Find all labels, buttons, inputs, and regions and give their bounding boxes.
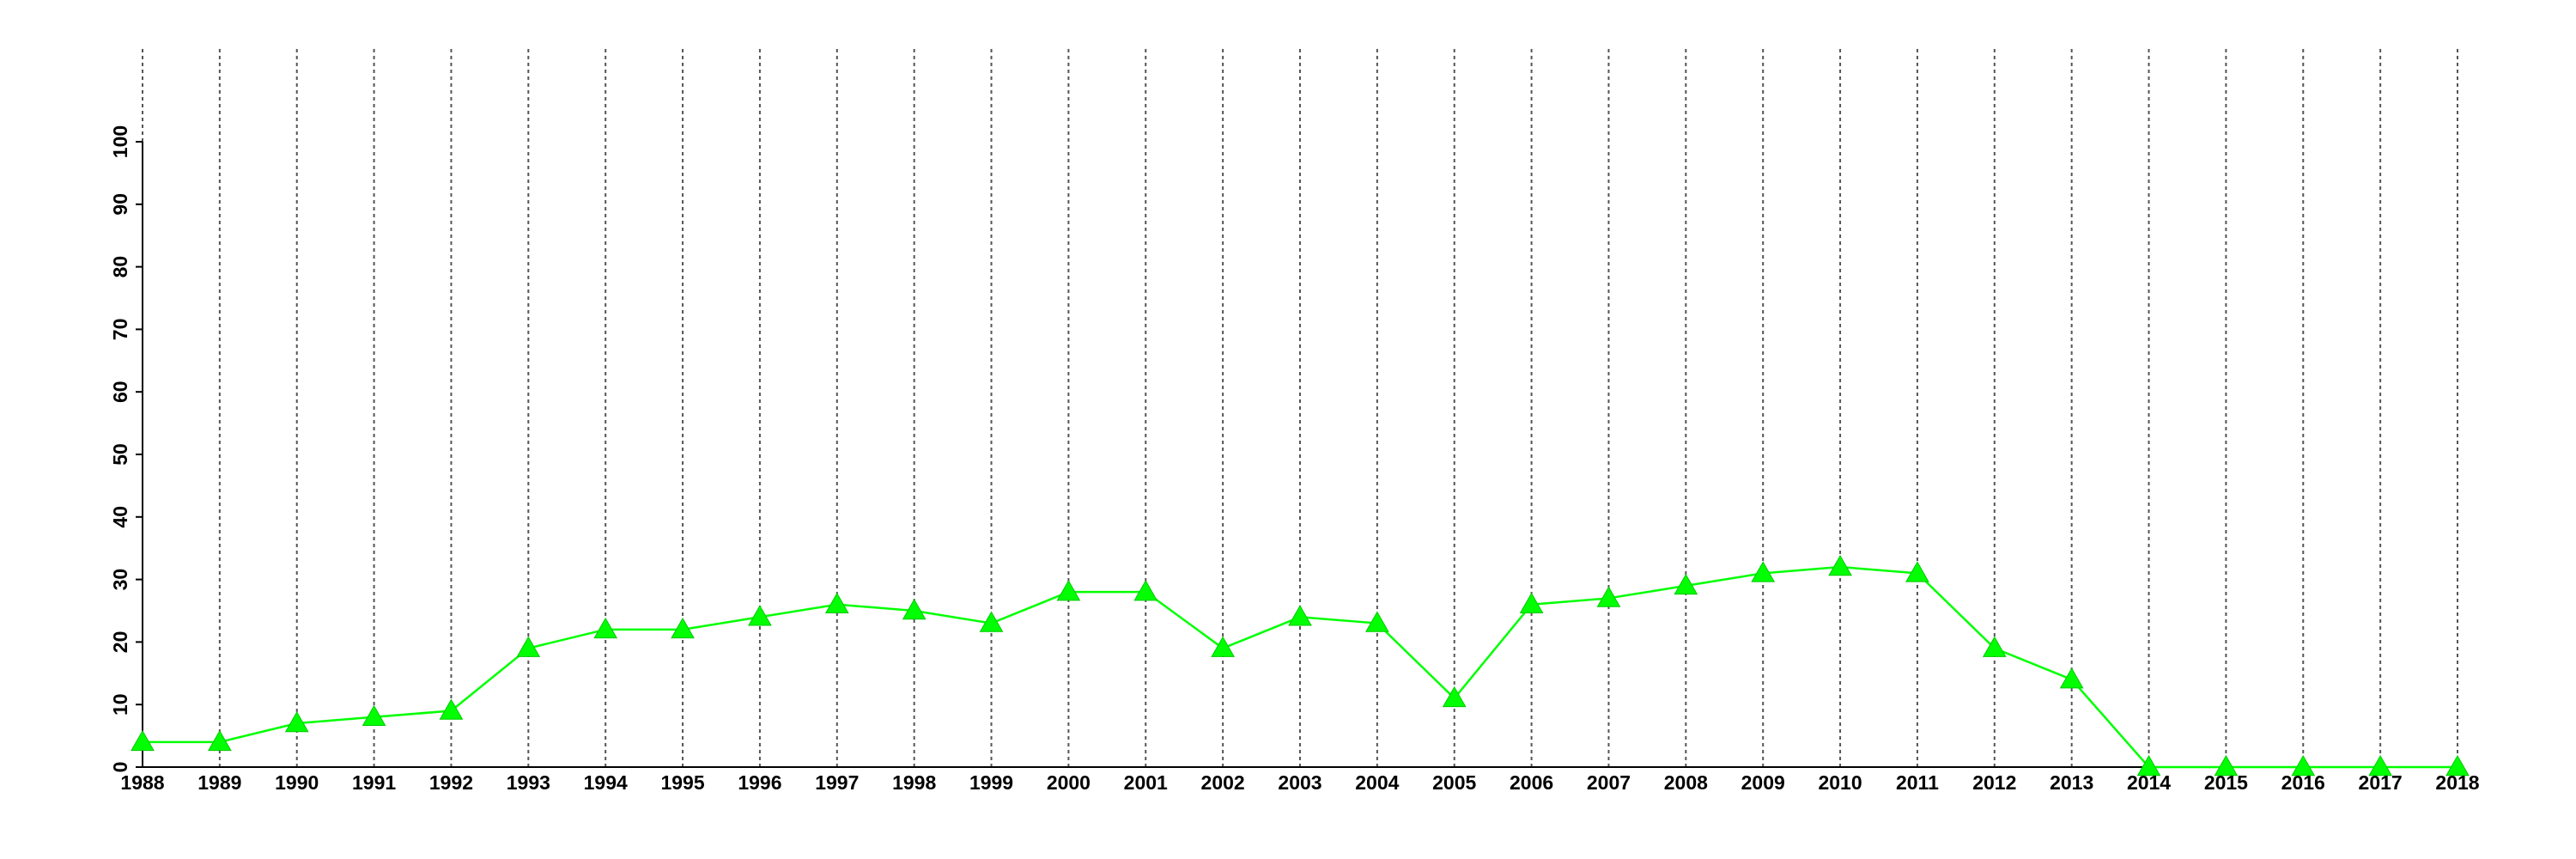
y-tick-label: 30 [109, 569, 131, 591]
x-tick-label: 1990 [275, 771, 319, 794]
y-tick-label: 90 [109, 193, 131, 216]
x-tick-label: 1993 [507, 771, 550, 794]
marker [2214, 754, 2239, 777]
x-tick-label: 2010 [1818, 771, 1862, 794]
x-tick-label: 1997 [815, 771, 859, 794]
x-tick-label: 2000 [1047, 771, 1091, 794]
marker [593, 617, 618, 639]
y-tick-label: 20 [109, 631, 131, 654]
y-tick-label: 80 [109, 256, 131, 278]
marker [1751, 561, 1776, 582]
marker [1056, 580, 1081, 601]
x-tick-label: 2009 [1741, 771, 1785, 794]
x-tick-label: 1989 [197, 771, 241, 794]
x-tick-label: 1996 [738, 771, 781, 794]
marker [1133, 580, 1158, 601]
x-tick-label: 2003 [1278, 771, 1321, 794]
x-tick-label: 2011 [1896, 771, 1939, 794]
marker [2059, 667, 2084, 689]
x-tick-label: 2007 [1587, 771, 1631, 794]
x-tick-label: 1994 [584, 771, 628, 794]
y-tick-label: 50 [109, 443, 131, 466]
marker [748, 605, 772, 626]
x-tick-label: 2004 [1355, 771, 1399, 794]
x-tick-label: 2012 [1972, 771, 2016, 794]
x-tick-label: 2002 [1201, 771, 1245, 794]
x-tick-label: 2005 [1432, 771, 1476, 794]
x-tick-label: 2013 [2050, 771, 2093, 794]
y-tick-label: 70 [109, 319, 131, 341]
marker [1596, 586, 1621, 607]
y-tick-label: 60 [109, 381, 131, 403]
marker [824, 592, 849, 613]
marker [902, 598, 927, 620]
x-tick-label: 1999 [969, 771, 1013, 794]
x-tick-label: 1991 [352, 771, 396, 794]
marker [208, 729, 232, 752]
x-tick-label: 1995 [660, 771, 704, 794]
x-tick-label: 2008 [1664, 771, 1708, 794]
marker [1674, 573, 1698, 595]
marker [1982, 636, 2007, 657]
marker [2291, 754, 2316, 777]
marker [1519, 592, 1544, 613]
marker [131, 729, 155, 752]
marker [1828, 555, 1852, 576]
x-tick-label: 2006 [1510, 771, 1553, 794]
marker [284, 711, 309, 733]
marker [2445, 754, 2470, 777]
marker [671, 617, 695, 639]
x-tick-label: 1998 [892, 771, 936, 794]
marker [361, 704, 386, 727]
marker [1288, 605, 1312, 626]
y-tick-label: 10 [109, 693, 131, 716]
x-tick-label: 1988 [120, 771, 164, 794]
x-tick-label: 1992 [429, 771, 473, 794]
marker [1211, 636, 1235, 657]
marker [516, 636, 541, 657]
marker [439, 698, 464, 720]
marker [2368, 754, 2392, 777]
marker [2136, 754, 2161, 777]
marker [1442, 685, 1467, 708]
marker [979, 611, 1004, 632]
marker [1905, 561, 1929, 582]
y-tick-label: 40 [109, 506, 131, 528]
y-tick-label: 100 [109, 125, 131, 158]
marker [1365, 611, 1389, 632]
x-tick-label: 2001 [1124, 771, 1168, 794]
y-tick-label: 0 [109, 762, 131, 773]
